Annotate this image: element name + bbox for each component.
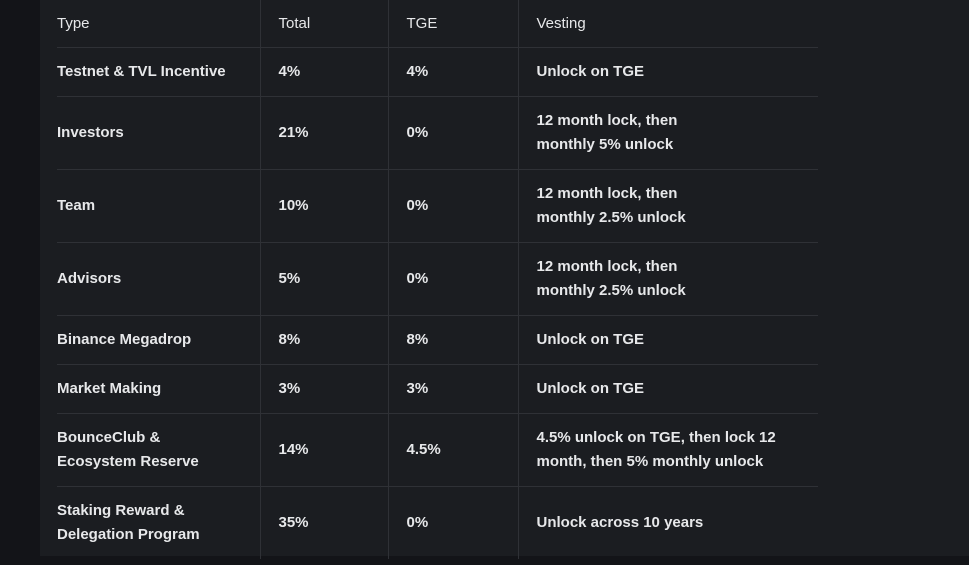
cell-tge: 4% [387,47,518,97]
cell-total: 21% [259,96,388,170]
cell-type: Testnet & TVL Incentive [57,47,260,97]
cell-total: 3% [259,364,388,414]
cell-total: 5% [259,242,388,316]
cell-tge: 0% [387,242,518,316]
tokenomics-table: Type Total TGE Vesting Testnet & TVL Inc… [57,0,818,559]
table-row: Market Making 3% 3% Unlock on TGE [57,364,818,414]
column-header-vesting: Vesting [517,0,818,48]
cell-tge: 0% [387,96,518,170]
column-header-tge: TGE [387,0,518,48]
table-header-row: Type Total TGE Vesting [57,0,818,48]
cell-vesting: Unlock across 10 years [517,486,818,559]
cell-vesting: 4.5% unlock on TGE, then lock 12 month, … [517,413,818,487]
cell-type: Team [57,169,260,243]
table-row: Advisors 5% 0% 12 month lock, then month… [57,242,818,316]
cell-type: Investors [57,96,260,170]
cell-vesting: Unlock on TGE [517,364,818,414]
table-row: Testnet & TVL Incentive 4% 4% Unlock on … [57,47,818,97]
column-header-total: Total [259,0,388,48]
cell-tge: 8% [387,315,518,365]
cell-tge: 0% [387,486,518,559]
table-row: Investors 21% 0% 12 month lock, then mon… [57,96,818,170]
cell-vesting: 12 month lock, then monthly 5% unlock [517,96,818,170]
cell-total: 8% [259,315,388,365]
table-row: Staking Reward & Delegation Program 35% … [57,486,818,559]
cell-total: 35% [259,486,388,559]
table-row: BounceClub & Ecosystem Reserve 14% 4.5% … [57,413,818,487]
column-header-type: Type [57,0,260,48]
cell-type: Binance Megadrop [57,315,260,365]
cell-type: BounceClub & Ecosystem Reserve [57,413,260,487]
cell-vesting: 12 month lock, then monthly 2.5% unlock [517,169,818,243]
cell-vesting: 12 month lock, then monthly 2.5% unlock [517,242,818,316]
cell-tge: 0% [387,169,518,243]
table-row: Binance Megadrop 8% 8% Unlock on TGE [57,315,818,365]
cell-vesting: Unlock on TGE [517,47,818,97]
cell-type: Staking Reward & Delegation Program [57,502,200,543]
cell-total: 4% [259,47,388,97]
cell-total: 14% [259,413,388,487]
cell-total: 10% [259,169,388,243]
cell-tge: 4.5% [387,413,518,487]
cell-type: Advisors [57,242,260,316]
table-row: Team 10% 0% 12 month lock, then monthly … [57,169,818,243]
cell-tge: 3% [387,364,518,414]
tokenomics-card: Type Total TGE Vesting Testnet & TVL Inc… [40,0,969,559]
cell-type: Market Making [57,364,260,414]
cell-vesting: Unlock on TGE [517,315,818,365]
